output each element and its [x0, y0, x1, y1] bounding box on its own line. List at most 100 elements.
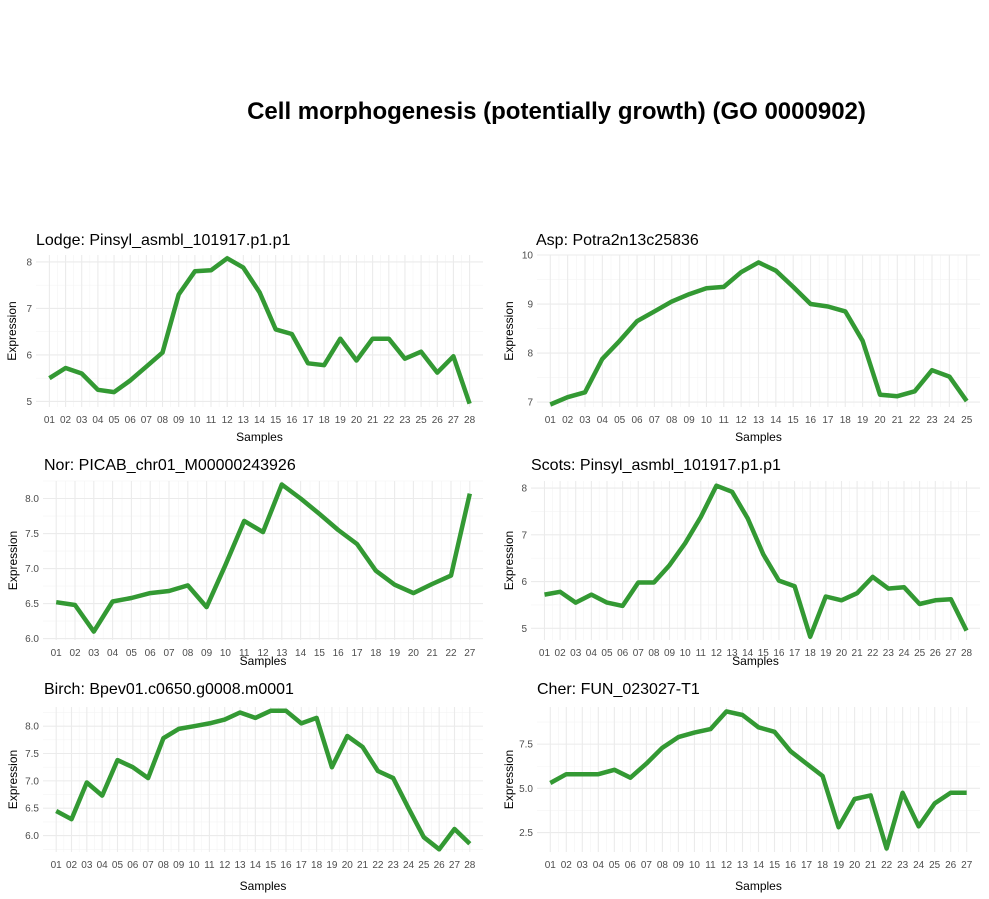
x-tick-label: 16	[773, 648, 785, 659]
x-tick-label: 04	[593, 860, 605, 871]
x-tick-label: 18	[311, 860, 323, 871]
x-tick-label: 14	[770, 415, 782, 426]
y-tick-label: 6.5	[25, 804, 39, 815]
x-tick-label: 04	[107, 648, 119, 659]
x-tick-label: 09	[173, 860, 185, 871]
x-tick-label: 23	[883, 648, 895, 659]
y-axis-label: Expression	[5, 301, 19, 360]
x-tick-label: 06	[631, 415, 643, 426]
x-tick-label: 05	[112, 860, 124, 871]
series-line	[549, 709, 967, 851]
x-tick-label: 25	[914, 648, 926, 659]
chart-panel-4: 5 6 7 8 01 02 03 04 05 06 07 08 09 10 11 12 13 14 15 16 17 18…	[502, 457, 980, 668]
y-tick-label: 6.0	[25, 831, 39, 842]
x-tick-label: 08	[657, 860, 669, 871]
x-tick-label: 11	[719, 415, 730, 426]
y-tick-label: 7.5	[25, 529, 39, 540]
x-tick-label: 08	[158, 860, 170, 871]
x-tick-label: 13	[238, 415, 250, 426]
y-tick-label: 8.0	[25, 494, 39, 505]
x-axis-label: Samples	[735, 430, 782, 444]
x-tick-label: 12	[736, 415, 748, 426]
x-tick-label: 18	[370, 648, 382, 659]
x-tick-label: 14	[295, 648, 307, 659]
x-tick-label: 23	[897, 860, 909, 871]
x-tick-label: 23	[926, 415, 938, 426]
x-tick-label: 10	[701, 415, 713, 426]
x-axis-label: Samples	[735, 879, 782, 893]
x-tick-label: 27	[449, 860, 461, 871]
y-tick-label: 7	[26, 304, 32, 315]
x-tick-label: 27	[464, 648, 476, 659]
page-title: Cell morphogenesis (potentially growth) …	[247, 98, 866, 125]
x-tick-label: 10	[220, 648, 232, 659]
x-tick-label: 12	[721, 860, 733, 871]
x-axis-label: Samples	[240, 879, 287, 893]
x-tick-label: 14	[742, 648, 754, 659]
x-tick-label: 22	[867, 648, 879, 659]
x-tick-label: 08	[157, 415, 169, 426]
x-tick-label: 02	[60, 415, 72, 426]
x-tick-label: 10	[189, 415, 201, 426]
x-tick-label: 11	[204, 860, 215, 871]
x-tick-label: 20	[849, 860, 861, 871]
x-tick-label: 05	[614, 415, 626, 426]
x-tick-label: 27	[961, 860, 973, 871]
x-tick-label: 24	[898, 648, 910, 659]
x-tick-label: 21	[427, 648, 439, 659]
x-tick-label: 15	[270, 415, 282, 426]
chart-panel-2: 7 8 9 10 01 02 03 04 05 06 07 08 09 10 11 12 13 14 15 16 17 1…	[502, 232, 980, 444]
x-tick-label: 08	[666, 415, 678, 426]
series-line	[544, 483, 969, 639]
chart-panel-3: 6.0 6.5 7.0 7.5 8.0 01 02 03 04 05 06 07 08 09 10 11 12 1…	[6, 457, 483, 668]
y-tick-label: 6	[521, 577, 527, 588]
x-tick-label: 17	[801, 860, 813, 871]
x-tick-label: 09	[201, 648, 213, 659]
x-tick-label: 15	[769, 860, 781, 871]
x-tick-label: 05	[108, 415, 120, 426]
x-tick-label: 07	[641, 860, 653, 871]
x-tick-label: 25	[416, 415, 428, 426]
x-tick-label: 11	[206, 415, 217, 426]
x-tick-label: 02	[561, 860, 573, 871]
x-tick-label: 17	[822, 415, 834, 426]
x-tick-label: 01	[545, 415, 557, 426]
x-tick-label: 24	[913, 860, 925, 871]
y-tick-label: 7.5	[519, 740, 533, 751]
y-tick-label: 6.5	[25, 599, 39, 610]
y-tick-label: 5	[521, 624, 527, 635]
series-line	[55, 708, 472, 852]
x-tick-label: 06	[617, 648, 629, 659]
x-tick-label: 20	[836, 648, 848, 659]
x-tick-label: 13	[276, 648, 288, 659]
x-tick-label: 16	[333, 648, 345, 659]
x-tick-label: 17	[302, 415, 314, 426]
x-tick-label: 01	[51, 648, 63, 659]
x-tick-label: 03	[81, 860, 93, 871]
y-tick-label: 6	[26, 350, 32, 361]
x-tick-label: 18	[817, 860, 829, 871]
series-line	[549, 260, 969, 407]
x-tick-label: 11	[705, 860, 716, 871]
x-tick-label: 25	[418, 860, 430, 871]
panel-title: Nor: PICAB_chr01_M00000243926	[44, 457, 296, 474]
x-tick-label: 18	[840, 415, 852, 426]
x-tick-label: 28	[961, 648, 973, 659]
y-tick-label: 10	[522, 251, 534, 262]
panel-title: Scots: Pinsyl_asmbl_101917.p1.p1	[531, 457, 781, 474]
x-tick-label: 07	[163, 648, 175, 659]
y-tick-label: 5.0	[519, 784, 533, 795]
x-tick-label: 23	[399, 415, 411, 426]
y-tick-label: 6.0	[25, 634, 39, 645]
x-tick-label: 07	[143, 860, 155, 871]
y-tick-label: 5	[26, 397, 32, 408]
y-tick-label: 7	[521, 530, 527, 541]
x-tick-label: 05	[126, 648, 138, 659]
y-axis-label: Expression	[6, 750, 20, 809]
x-tick-label: 10	[689, 860, 701, 871]
panel-title: Birch: Bpev01.c0650.g0008.m0001	[44, 681, 294, 698]
x-tick-label: 25	[961, 415, 973, 426]
x-tick-label: 12	[219, 860, 231, 871]
x-tick-label: 28	[464, 860, 476, 871]
x-tick-label: 24	[403, 860, 415, 871]
